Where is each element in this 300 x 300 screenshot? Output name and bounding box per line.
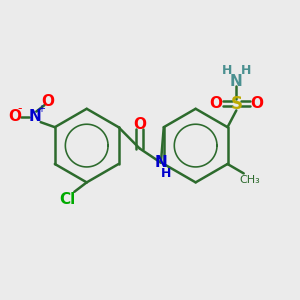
Text: N: N [154,155,167,170]
Text: CH₃: CH₃ [239,175,260,185]
Text: N: N [28,110,41,124]
Text: S: S [230,94,242,112]
Text: H: H [161,167,171,180]
Text: O: O [8,110,21,124]
Text: O: O [250,96,263,111]
Text: -: - [18,102,22,115]
Text: H: H [222,64,232,77]
Text: Cl: Cl [59,192,75,207]
Text: N: N [230,74,243,89]
Text: +: + [37,103,45,114]
Text: O: O [133,117,146,132]
Text: H: H [241,64,251,77]
Text: O: O [41,94,55,109]
Text: O: O [209,96,222,111]
